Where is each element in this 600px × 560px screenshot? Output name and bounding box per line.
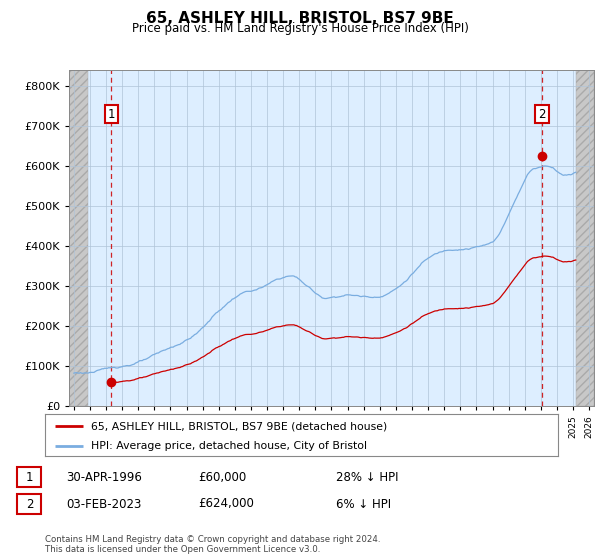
Text: 2: 2 [538, 108, 546, 120]
Text: £624,000: £624,000 [198, 497, 254, 511]
Text: 1: 1 [26, 470, 33, 484]
Text: 65, ASHLEY HILL, BRISTOL, BS7 9BE (detached house): 65, ASHLEY HILL, BRISTOL, BS7 9BE (detac… [91, 421, 388, 431]
Text: 1: 1 [107, 108, 115, 120]
Text: 28% ↓ HPI: 28% ↓ HPI [336, 470, 398, 484]
Text: Price paid vs. HM Land Registry's House Price Index (HPI): Price paid vs. HM Land Registry's House … [131, 22, 469, 35]
Bar [69, 70, 88, 406]
Text: Contains HM Land Registry data © Crown copyright and database right 2024.
This d: Contains HM Land Registry data © Crown c… [45, 535, 380, 554]
Text: 2: 2 [26, 497, 33, 511]
Text: HPI: Average price, detached house, City of Bristol: HPI: Average price, detached house, City… [91, 441, 367, 451]
Text: 6% ↓ HPI: 6% ↓ HPI [336, 497, 391, 511]
Bar [576, 70, 594, 406]
Text: £60,000: £60,000 [198, 470, 246, 484]
Text: 03-FEB-2023: 03-FEB-2023 [66, 497, 142, 511]
Text: 30-APR-1996: 30-APR-1996 [66, 470, 142, 484]
Text: 65, ASHLEY HILL, BRISTOL, BS7 9BE: 65, ASHLEY HILL, BRISTOL, BS7 9BE [146, 11, 454, 26]
